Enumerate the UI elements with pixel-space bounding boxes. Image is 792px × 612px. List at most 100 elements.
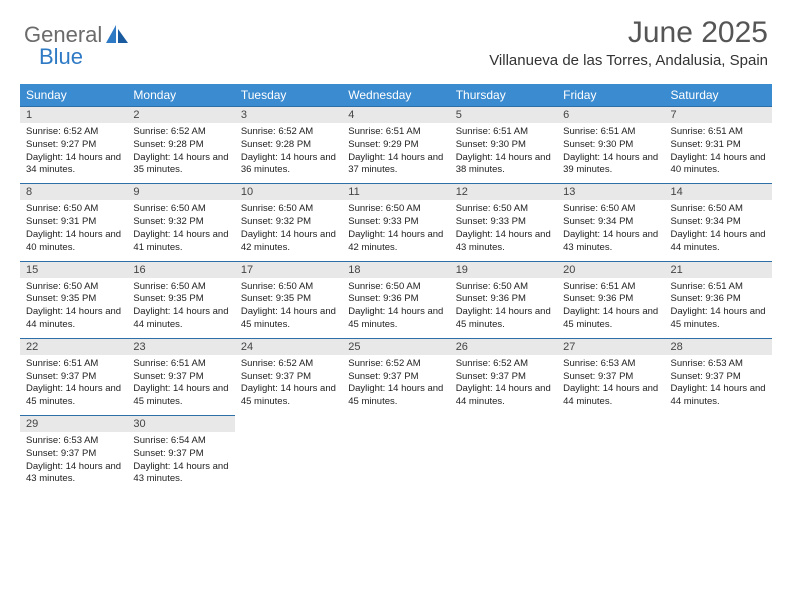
day-number: 9 [127, 184, 234, 200]
day-details: Sunrise: 6:51 AMSunset: 9:31 PMDaylight:… [665, 123, 772, 183]
calendar-cell: 20Sunrise: 6:51 AMSunset: 9:36 PMDayligh… [557, 261, 664, 338]
calendar-cell: 16Sunrise: 6:50 AMSunset: 9:35 PMDayligh… [127, 261, 234, 338]
day-number: 8 [20, 184, 127, 200]
calendar-cell: .. [342, 416, 449, 493]
calendar-cell: 7Sunrise: 6:51 AMSunset: 9:31 PMDaylight… [665, 107, 772, 184]
weekday-header: Sunday [20, 84, 127, 107]
day-number: 19 [450, 262, 557, 278]
day-number: 2 [127, 107, 234, 123]
calendar-cell: 8Sunrise: 6:50 AMSunset: 9:31 PMDaylight… [20, 184, 127, 261]
day-details: Sunrise: 6:52 AMSunset: 9:37 PMDaylight:… [450, 355, 557, 415]
calendar-table: SundayMondayTuesdayWednesdayThursdayFrid… [20, 84, 772, 492]
calendar-cell: 3Sunrise: 6:52 AMSunset: 9:28 PMDaylight… [235, 107, 342, 184]
day-number: 12 [450, 184, 557, 200]
day-number: 23 [127, 339, 234, 355]
day-details: Sunrise: 6:51 AMSunset: 9:36 PMDaylight:… [557, 278, 664, 338]
day-details: Sunrise: 6:53 AMSunset: 9:37 PMDaylight:… [665, 355, 772, 415]
calendar-cell: 14Sunrise: 6:50 AMSunset: 9:34 PMDayligh… [665, 184, 772, 261]
day-details: Sunrise: 6:53 AMSunset: 9:37 PMDaylight:… [20, 432, 127, 492]
day-number: 21 [665, 262, 772, 278]
calendar-cell: 25Sunrise: 6:52 AMSunset: 9:37 PMDayligh… [342, 338, 449, 415]
calendar-row: 1Sunrise: 6:52 AMSunset: 9:27 PMDaylight… [20, 107, 772, 184]
calendar-cell: 10Sunrise: 6:50 AMSunset: 9:32 PMDayligh… [235, 184, 342, 261]
day-number: 17 [235, 262, 342, 278]
day-details: Sunrise: 6:52 AMSunset: 9:37 PMDaylight:… [235, 355, 342, 415]
day-details: Sunrise: 6:52 AMSunset: 9:28 PMDaylight:… [127, 123, 234, 183]
calendar-cell: 2Sunrise: 6:52 AMSunset: 9:28 PMDaylight… [127, 107, 234, 184]
logo: General Blue [24, 22, 130, 48]
calendar-cell: 11Sunrise: 6:50 AMSunset: 9:33 PMDayligh… [342, 184, 449, 261]
calendar-cell: 17Sunrise: 6:50 AMSunset: 9:35 PMDayligh… [235, 261, 342, 338]
day-number: 30 [127, 416, 234, 432]
calendar-cell: 26Sunrise: 6:52 AMSunset: 9:37 PMDayligh… [450, 338, 557, 415]
calendar-cell: 4Sunrise: 6:51 AMSunset: 9:29 PMDaylight… [342, 107, 449, 184]
month-title: June 2025 [489, 16, 768, 50]
weekday-header: Monday [127, 84, 234, 107]
calendar-cell: 5Sunrise: 6:51 AMSunset: 9:30 PMDaylight… [450, 107, 557, 184]
calendar-cell: .. [557, 416, 664, 493]
calendar-row: 29Sunrise: 6:53 AMSunset: 9:37 PMDayligh… [20, 416, 772, 493]
day-details: Sunrise: 6:52 AMSunset: 9:28 PMDaylight:… [235, 123, 342, 183]
calendar-cell: .. [450, 416, 557, 493]
day-details: Sunrise: 6:51 AMSunset: 9:30 PMDaylight:… [450, 123, 557, 183]
day-number: 13 [557, 184, 664, 200]
day-details: Sunrise: 6:50 AMSunset: 9:35 PMDaylight:… [127, 278, 234, 338]
weekday-header-row: SundayMondayTuesdayWednesdayThursdayFrid… [20, 84, 772, 107]
calendar-cell: 15Sunrise: 6:50 AMSunset: 9:35 PMDayligh… [20, 261, 127, 338]
day-details: Sunrise: 6:50 AMSunset: 9:34 PMDaylight:… [557, 200, 664, 260]
day-number: 24 [235, 339, 342, 355]
logo-sail-icon [104, 23, 130, 45]
day-details: Sunrise: 6:52 AMSunset: 9:27 PMDaylight:… [20, 123, 127, 183]
day-details: Sunrise: 6:52 AMSunset: 9:37 PMDaylight:… [342, 355, 449, 415]
calendar-row: 8Sunrise: 6:50 AMSunset: 9:31 PMDaylight… [20, 184, 772, 261]
day-details: Sunrise: 6:50 AMSunset: 9:35 PMDaylight:… [20, 278, 127, 338]
day-details: Sunrise: 6:51 AMSunset: 9:30 PMDaylight:… [557, 123, 664, 183]
header: June 2025 Villanueva de las Torres, Anda… [489, 16, 768, 69]
day-number: 16 [127, 262, 234, 278]
day-number: 27 [557, 339, 664, 355]
day-number: 20 [557, 262, 664, 278]
day-number: 14 [665, 184, 772, 200]
day-details: Sunrise: 6:53 AMSunset: 9:37 PMDaylight:… [557, 355, 664, 415]
calendar-row: 15Sunrise: 6:50 AMSunset: 9:35 PMDayligh… [20, 261, 772, 338]
day-number: 28 [665, 339, 772, 355]
day-details: Sunrise: 6:50 AMSunset: 9:31 PMDaylight:… [20, 200, 127, 260]
day-number: 18 [342, 262, 449, 278]
calendar-cell: 18Sunrise: 6:50 AMSunset: 9:36 PMDayligh… [342, 261, 449, 338]
day-number: 11 [342, 184, 449, 200]
weekday-header: Wednesday [342, 84, 449, 107]
day-number: 29 [20, 416, 127, 432]
location-subtitle: Villanueva de las Torres, Andalusia, Spa… [489, 52, 768, 69]
day-details: Sunrise: 6:50 AMSunset: 9:32 PMDaylight:… [127, 200, 234, 260]
day-number: 26 [450, 339, 557, 355]
calendar-cell: 23Sunrise: 6:51 AMSunset: 9:37 PMDayligh… [127, 338, 234, 415]
day-details: Sunrise: 6:50 AMSunset: 9:36 PMDaylight:… [450, 278, 557, 338]
weekday-header: Thursday [450, 84, 557, 107]
calendar-cell: 12Sunrise: 6:50 AMSunset: 9:33 PMDayligh… [450, 184, 557, 261]
calendar-cell: 24Sunrise: 6:52 AMSunset: 9:37 PMDayligh… [235, 338, 342, 415]
calendar-cell: 19Sunrise: 6:50 AMSunset: 9:36 PMDayligh… [450, 261, 557, 338]
weekday-header: Tuesday [235, 84, 342, 107]
day-details: Sunrise: 6:50 AMSunset: 9:36 PMDaylight:… [342, 278, 449, 338]
day-details: Sunrise: 6:51 AMSunset: 9:37 PMDaylight:… [20, 355, 127, 415]
calendar-cell: 29Sunrise: 6:53 AMSunset: 9:37 PMDayligh… [20, 416, 127, 493]
calendar-cell: 27Sunrise: 6:53 AMSunset: 9:37 PMDayligh… [557, 338, 664, 415]
day-details: Sunrise: 6:51 AMSunset: 9:29 PMDaylight:… [342, 123, 449, 183]
calendar-cell: 9Sunrise: 6:50 AMSunset: 9:32 PMDaylight… [127, 184, 234, 261]
day-details: Sunrise: 6:51 AMSunset: 9:37 PMDaylight:… [127, 355, 234, 415]
calendar-cell: 13Sunrise: 6:50 AMSunset: 9:34 PMDayligh… [557, 184, 664, 261]
calendar-cell: 21Sunrise: 6:51 AMSunset: 9:36 PMDayligh… [665, 261, 772, 338]
calendar-cell: 1Sunrise: 6:52 AMSunset: 9:27 PMDaylight… [20, 107, 127, 184]
calendar-cell: .. [665, 416, 772, 493]
calendar-cell: 6Sunrise: 6:51 AMSunset: 9:30 PMDaylight… [557, 107, 664, 184]
day-number: 7 [665, 107, 772, 123]
day-number: 10 [235, 184, 342, 200]
calendar-cell: 22Sunrise: 6:51 AMSunset: 9:37 PMDayligh… [20, 338, 127, 415]
day-number: 15 [20, 262, 127, 278]
day-number: 1 [20, 107, 127, 123]
weekday-header: Saturday [665, 84, 772, 107]
day-details: Sunrise: 6:54 AMSunset: 9:37 PMDaylight:… [127, 432, 234, 492]
day-number: 22 [20, 339, 127, 355]
day-details: Sunrise: 6:50 AMSunset: 9:34 PMDaylight:… [665, 200, 772, 260]
day-number: 25 [342, 339, 449, 355]
